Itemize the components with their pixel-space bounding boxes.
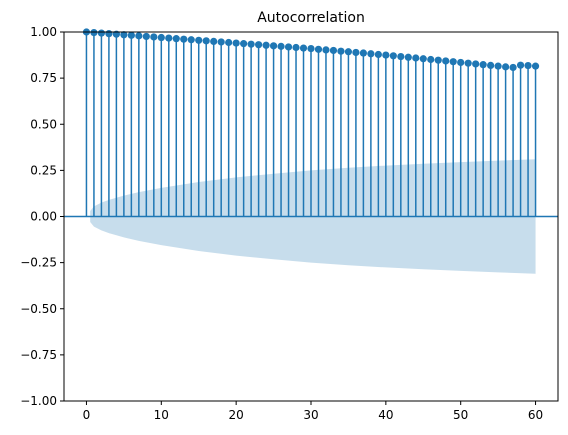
acf-point (97, 29, 106, 37)
x-tick-label: 40 (378, 408, 393, 422)
acf-point (412, 54, 420, 62)
acf-point (217, 38, 225, 46)
acf-point (322, 46, 330, 54)
acf-point (225, 38, 233, 47)
acf-point (187, 36, 195, 44)
acf-point (464, 59, 472, 67)
acf-point (487, 61, 495, 69)
acf-point (240, 40, 248, 48)
stem-layer (85, 32, 537, 217)
x-tick-label: 60 (528, 408, 543, 422)
acf-point (457, 58, 465, 67)
tick-layer: 0 10 20 30 40 50 60 −1.00 −0.75 −0.50 −0.25 0.00 0.2… (20, 25, 543, 422)
y-tick-label: 0.50 (30, 117, 57, 131)
acf-point (397, 52, 405, 61)
acf-point (337, 47, 345, 55)
acf-point (434, 56, 442, 64)
acf-point (524, 61, 532, 70)
acf-point (142, 32, 150, 41)
acf-point (127, 31, 135, 39)
x-tick-label: 10 (154, 408, 169, 422)
acf-point (120, 31, 128, 39)
acf-point (531, 62, 540, 70)
acf-point (307, 45, 315, 53)
acf-point (105, 30, 113, 38)
acf-point (442, 57, 450, 65)
acf-point (449, 58, 457, 66)
acf-point (352, 48, 360, 57)
acf-point (195, 36, 203, 44)
acf-point (404, 53, 412, 61)
acf-point (382, 51, 390, 59)
acf-point (165, 34, 173, 42)
acf-point (277, 42, 285, 50)
acf-point (284, 43, 293, 51)
y-tick-label: 1.00 (30, 25, 57, 39)
acf-point (516, 61, 525, 69)
acf-point (502, 63, 510, 71)
acf-point (359, 49, 367, 57)
y-tick-label: 0.00 (30, 210, 57, 224)
acf-point (292, 43, 300, 52)
y-tick-label: −0.25 (20, 256, 57, 270)
acf-point (427, 55, 435, 64)
y-tick-label: −0.75 (20, 348, 57, 362)
acf-point (157, 33, 165, 42)
acf-point (479, 61, 487, 69)
acf-point (255, 41, 263, 49)
x-tick-label: 20 (229, 408, 244, 422)
acf-point (314, 45, 323, 53)
acf-point (472, 60, 480, 68)
acf-point (269, 42, 278, 50)
acf-point (494, 62, 502, 70)
acf-point (389, 52, 397, 60)
chart-title: Autocorrelation (257, 10, 365, 26)
acf-point (329, 46, 338, 55)
acf-point (172, 35, 180, 43)
acf-point (180, 35, 188, 43)
acf-point (374, 50, 382, 59)
acf-point (210, 37, 218, 46)
x-tick-label: 0 (83, 408, 91, 422)
acf-point (202, 37, 210, 45)
acf-point (90, 28, 98, 37)
y-tick-label: −0.50 (20, 302, 57, 316)
acf-point (262, 41, 270, 49)
marker-layer (82, 28, 540, 72)
y-tick-label: −1.00 (20, 394, 57, 408)
x-tick-label: 50 (453, 408, 468, 422)
acf-point (367, 50, 375, 58)
acf-point (232, 39, 240, 47)
acf-point (299, 44, 308, 52)
acf-point (509, 63, 517, 72)
acf-point (150, 33, 158, 41)
acf-point (419, 55, 427, 63)
acf-point (344, 48, 353, 56)
x-tick-label: 30 (303, 408, 318, 422)
acf-point (135, 32, 143, 40)
y-tick-label: 0.75 (30, 71, 57, 85)
y-tick-label: 0.25 (30, 163, 57, 177)
acf-point (247, 40, 255, 48)
